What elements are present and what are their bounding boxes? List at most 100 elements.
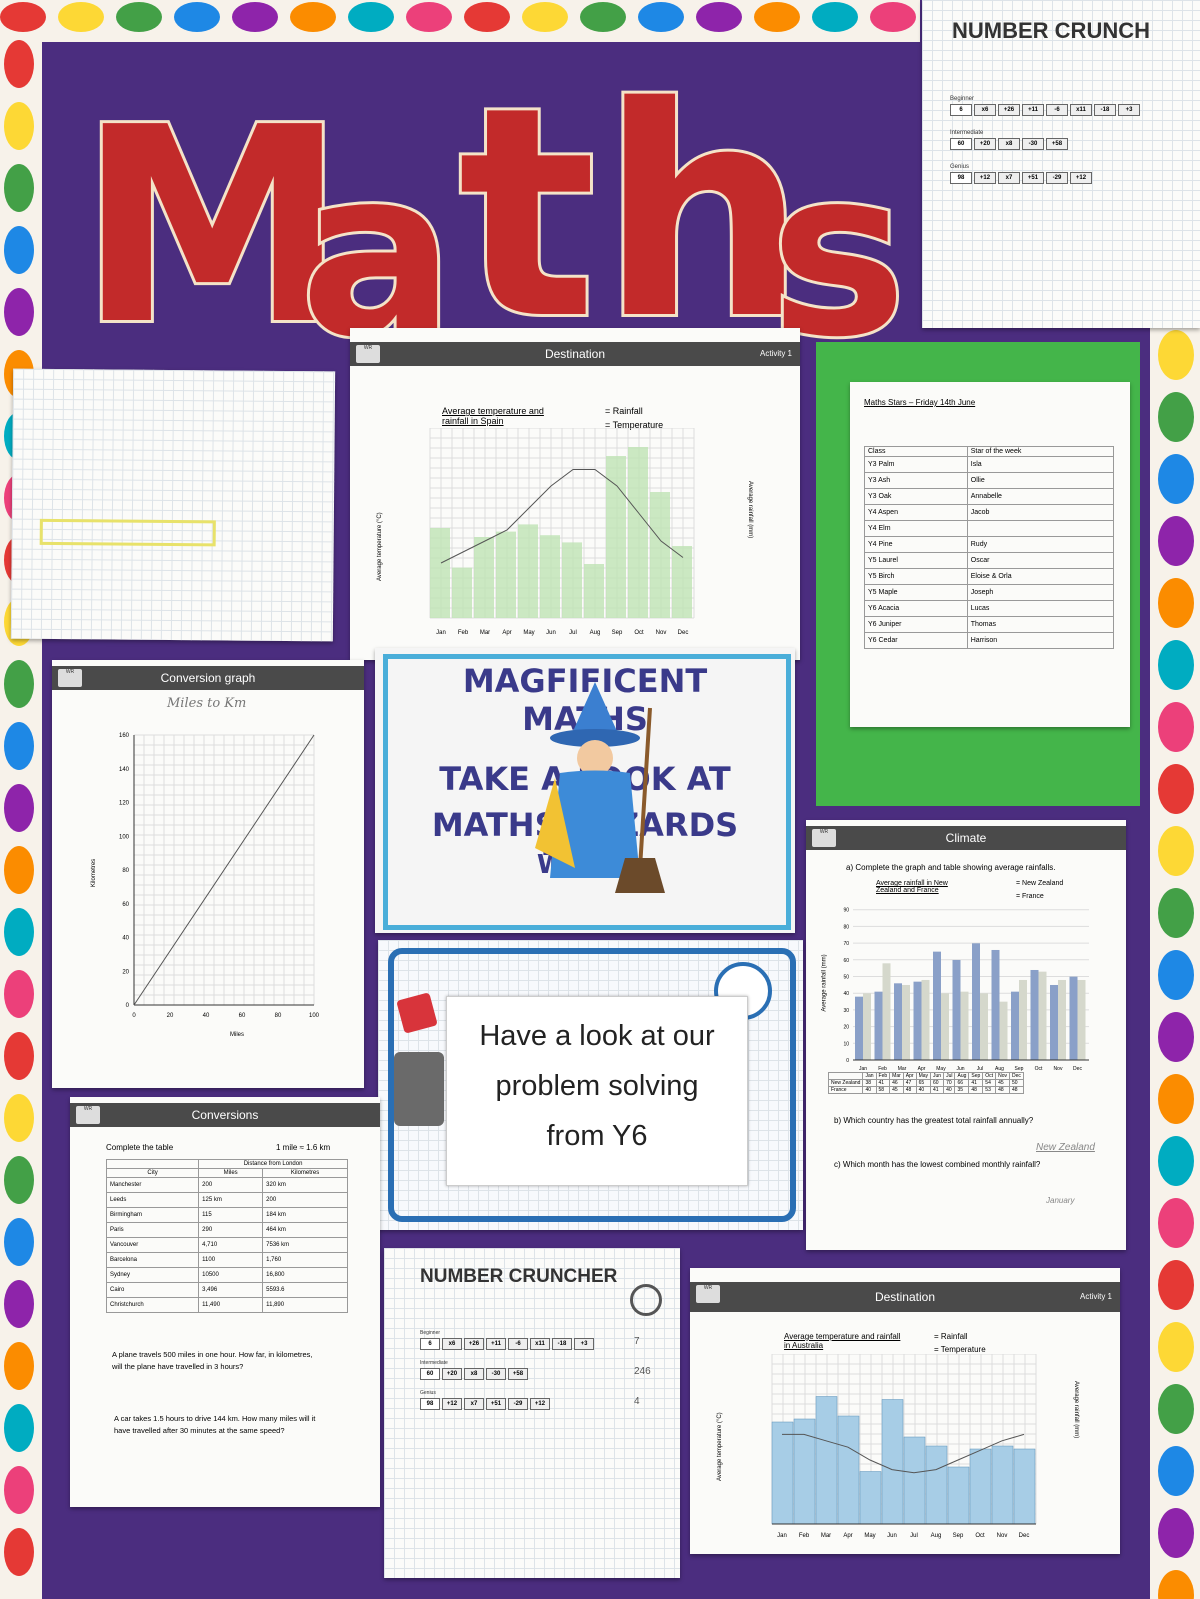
y-tick-label: 80 <box>122 868 129 874</box>
table-cell: Harrison <box>966 632 1115 649</box>
cruncher-cell: +3 <box>1118 104 1140 116</box>
rainfall-bar <box>650 492 670 618</box>
x-tick-label: 80 <box>275 1013 282 1019</box>
table-cell: 41 <box>930 1086 945 1094</box>
new-zealand-bar <box>1011 991 1019 1060</box>
paint-splash <box>580 2 626 32</box>
paint-splash <box>1158 1260 1194 1310</box>
white-rose-logo: WR <box>76 1106 100 1124</box>
table-row: Manchester 200 320 km <box>105 1177 348 1193</box>
cruncher-cell: x11 <box>530 1338 550 1350</box>
table-header: Miles <box>198 1168 264 1178</box>
paint-splash <box>812 2 858 32</box>
table-row: Y5 Laurel Oscar <box>864 552 1115 569</box>
paint-splash <box>1158 1508 1194 1558</box>
rainfall-bar <box>540 535 560 618</box>
conversions-header: WR Conversions <box>70 1103 380 1127</box>
table-row: New Zealand 38 41 46 47 65 60 70 66 41 54 45 50 <box>827 1079 1024 1087</box>
cruncher-row: 60 +20 x8 -30 +58 <box>950 138 1068 150</box>
new-zealand-bar <box>1050 984 1058 1060</box>
table-cell: Ollie <box>966 472 1115 489</box>
table-cell: 70 <box>943 1079 956 1087</box>
table-row: Y5 Birch Eloise & Orla <box>864 568 1115 585</box>
table-cell: Christchurch <box>105 1297 200 1313</box>
rainfall-bar <box>815 1396 838 1525</box>
rainfall-bar <box>859 1471 882 1525</box>
table-cell: 5593.6 <box>262 1282 348 1298</box>
table-cell: 320 km <box>262 1177 348 1193</box>
paint-splash <box>1158 1384 1194 1434</box>
paint-splash <box>1158 516 1194 566</box>
cruncher-cell: 98 <box>950 172 972 184</box>
month-label: Dec <box>1073 1066 1082 1072</box>
rainfall-bar <box>584 564 604 618</box>
table-cell: 41 <box>875 1079 891 1087</box>
table-row: Y6 Juniper Thomas <box>864 616 1115 633</box>
chart-title: Average temperature and rainfall in Spai… <box>442 406 544 426</box>
month-label: Mar <box>821 1533 831 1539</box>
table-cell: Jul <box>943 1072 956 1080</box>
table-cell: Y5 Maple <box>864 584 968 601</box>
conversions-instruction: Complete the table <box>106 1143 174 1152</box>
cruncher-level-beginner: Beginner <box>950 96 975 102</box>
problem-solving-poster: Have a look at our problem solving from … <box>378 940 803 1230</box>
paint-splash <box>1158 330 1194 380</box>
table-cell: 40 <box>943 1086 956 1094</box>
poster-blue-frame <box>388 948 796 1222</box>
australia-chart: Jan Feb Mar Apr May Jun Jul Aug Sep Oct Nov Dec <box>771 1354 1037 1539</box>
paint-splash <box>4 846 34 894</box>
y-tick-label: 0 <box>846 1058 849 1064</box>
table-cell: 45 <box>995 1079 1010 1087</box>
cruncher-row: 98 +12 x7 +51 -29 +12 <box>950 172 1092 184</box>
y-tick-label: 70 <box>843 941 849 947</box>
rainfall-bar <box>991 1445 1014 1525</box>
table-cell: Isla <box>966 456 1115 473</box>
paint-splash <box>4 1528 34 1576</box>
cruncher-cell: +20 <box>974 138 996 150</box>
paint-splash <box>4 102 34 150</box>
table-row: Leeds 125 km 200 <box>105 1192 348 1208</box>
paint-splash <box>1158 640 1194 690</box>
x-tick-label: 60 <box>239 1013 246 1019</box>
rainfall-bar <box>903 1436 926 1525</box>
paint-splash <box>1158 888 1194 938</box>
rainfall-bar <box>925 1445 948 1525</box>
cruncher-level-genius: Genius <box>950 164 970 170</box>
table-row: Birmingham 115 184 km <box>105 1207 348 1223</box>
table-cell: 4,710 <box>198 1237 264 1253</box>
table-cell: Annabelle <box>966 488 1115 505</box>
month-label: Nov <box>997 1533 1008 1539</box>
table-cell: Sydney <box>105 1267 200 1283</box>
paint-splash <box>4 660 34 708</box>
table-row: Jan Feb Mar Apr May Jun Jul Aug Sep Oct Nov Dec <box>827 1072 1024 1080</box>
table-row: Sydney 10500 16,800 <box>105 1267 348 1283</box>
table-row: Cairo 3,496 5593.6 <box>105 1282 348 1298</box>
legend-rainfall: = Rainfall <box>934 1332 968 1341</box>
cruncher-cell: -29 <box>508 1398 528 1410</box>
table-cell: Y6 Juniper <box>864 616 968 633</box>
paint-splash <box>4 288 34 336</box>
table-cell: 7536 km <box>262 1237 348 1253</box>
paint-splash <box>290 2 336 32</box>
table-cell <box>827 1072 864 1080</box>
conversion-graph-sheet: WR Conversion graph Miles to Km Kilometr… <box>52 660 364 1088</box>
table-cell: Y3 Oak <box>864 488 968 505</box>
conversions-question-2: A plane travels 500 miles in one hour. H… <box>112 1350 313 1371</box>
paint-splash <box>58 2 104 32</box>
new-zealand-bar <box>894 983 902 1060</box>
timer-icon <box>630 1284 662 1316</box>
conversions-rate: 1 mile ≈ 1.6 km <box>276 1143 331 1152</box>
chart-title: Average temperature and rainfall in Aust… <box>784 1332 901 1350</box>
paint-splash <box>4 784 34 832</box>
y-tick-label: 20 <box>843 1025 849 1031</box>
y-tick-label: 60 <box>843 958 849 964</box>
paint-splash <box>4 1032 34 1080</box>
cruncher-cell: +58 <box>508 1368 528 1380</box>
conversions-question-3: A car takes 1.5 hours to drive 144 km. H… <box>114 1414 316 1435</box>
number-cruncher-title: NUMBER CRUNCHER <box>420 1266 618 1287</box>
table-cell: 184 km <box>262 1207 348 1223</box>
month-label: Feb <box>878 1066 887 1072</box>
rainfall-bar <box>430 528 450 618</box>
conversion-graph-header: WR Conversion graph <box>52 666 364 690</box>
cruncher-cell: -6 <box>1046 104 1068 116</box>
